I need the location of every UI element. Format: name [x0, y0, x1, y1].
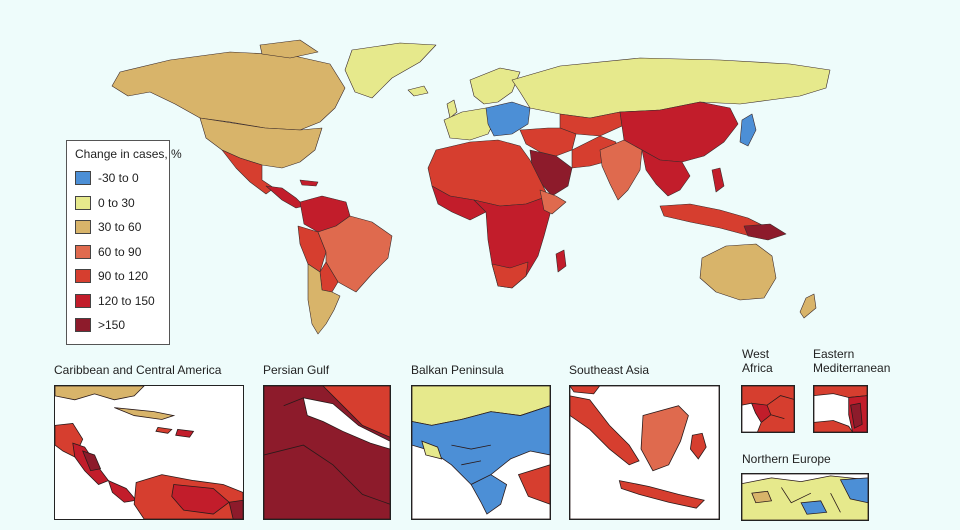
southern-africa	[491, 261, 529, 289]
inset-label-caribbean: Caribbean and Central America	[54, 363, 222, 377]
legend-label: 60 to 90	[98, 244, 142, 259]
inset-northern-europe	[741, 473, 869, 521]
legend-item: 0 to 30	[75, 191, 161, 216]
legend-swatch	[75, 195, 91, 210]
legend-swatch	[75, 293, 91, 308]
middle-east	[519, 127, 577, 157]
legend-title: Change in cases, %	[75, 147, 182, 161]
argentina	[307, 263, 341, 335]
brazil	[317, 215, 393, 293]
australia	[699, 243, 777, 301]
inset-label-west-africa: West Africa	[742, 347, 773, 375]
inset-label-line: West	[742, 347, 770, 361]
philippines	[711, 167, 725, 193]
legend-label: 90 to 120	[98, 269, 149, 284]
legend: Change in cases, % -30 to 0 0 to 30 30 t…	[66, 140, 182, 345]
usa	[199, 117, 323, 169]
legend-swatch	[75, 318, 91, 333]
japan	[739, 113, 757, 147]
inset-caribbean	[54, 385, 244, 520]
inset-persian-gulf	[263, 385, 391, 520]
madagascar	[555, 249, 567, 273]
west-africa	[431, 185, 487, 221]
legend-label: >150	[98, 318, 126, 333]
legend-swatch	[75, 171, 91, 186]
inset-label-line: Eastern	[813, 347, 855, 361]
legend-label: 30 to 60	[98, 220, 142, 235]
eastern-europe	[485, 101, 531, 137]
inset-southeast-asia	[569, 385, 720, 520]
horn-of-africa	[539, 189, 567, 215]
russia	[511, 57, 831, 119]
legend-item: -30 to 0	[75, 166, 161, 191]
inset-label-northern-europe: Northern Europe	[742, 452, 831, 466]
inset-east-med	[813, 385, 868, 433]
inset-label-balkan: Balkan Peninsula	[411, 363, 504, 377]
legend-item: 90 to 120	[75, 264, 161, 289]
legend-item: 60 to 90	[75, 240, 161, 265]
inset-label-line: Mediterranean	[813, 361, 891, 375]
new-zealand	[799, 293, 817, 319]
legend-item: >150	[75, 313, 161, 338]
legend-item: 120 to 150	[75, 289, 161, 314]
uk	[446, 99, 458, 119]
inset-label-southeast-asia: Southeast Asia	[569, 363, 650, 377]
greenland	[344, 42, 437, 99]
legend-label: 0 to 30	[98, 195, 135, 210]
inset-balkan	[411, 385, 551, 520]
inset-label-east-med: Eastern Mediterranean	[813, 347, 890, 375]
canada	[111, 51, 346, 131]
legend-swatch	[75, 269, 91, 284]
central-america	[265, 185, 305, 209]
legend-swatch	[75, 244, 91, 259]
legend-label: 120 to 150	[98, 293, 155, 308]
scandinavia	[469, 67, 521, 105]
caribbean	[299, 179, 319, 187]
iceland	[407, 85, 429, 97]
se-asia	[641, 149, 691, 197]
legend-item: 30 to 60	[75, 215, 161, 240]
india	[599, 139, 643, 201]
inset-west-africa	[741, 385, 795, 433]
inset-label-line: Africa	[742, 361, 773, 375]
arctic-islands	[259, 39, 319, 59]
world-map	[111, 39, 831, 335]
legend-label: -30 to 0	[98, 171, 139, 186]
new-guinea	[743, 223, 787, 241]
inset-label-persian-gulf: Persian Gulf	[263, 363, 330, 377]
legend-swatch	[75, 220, 91, 235]
